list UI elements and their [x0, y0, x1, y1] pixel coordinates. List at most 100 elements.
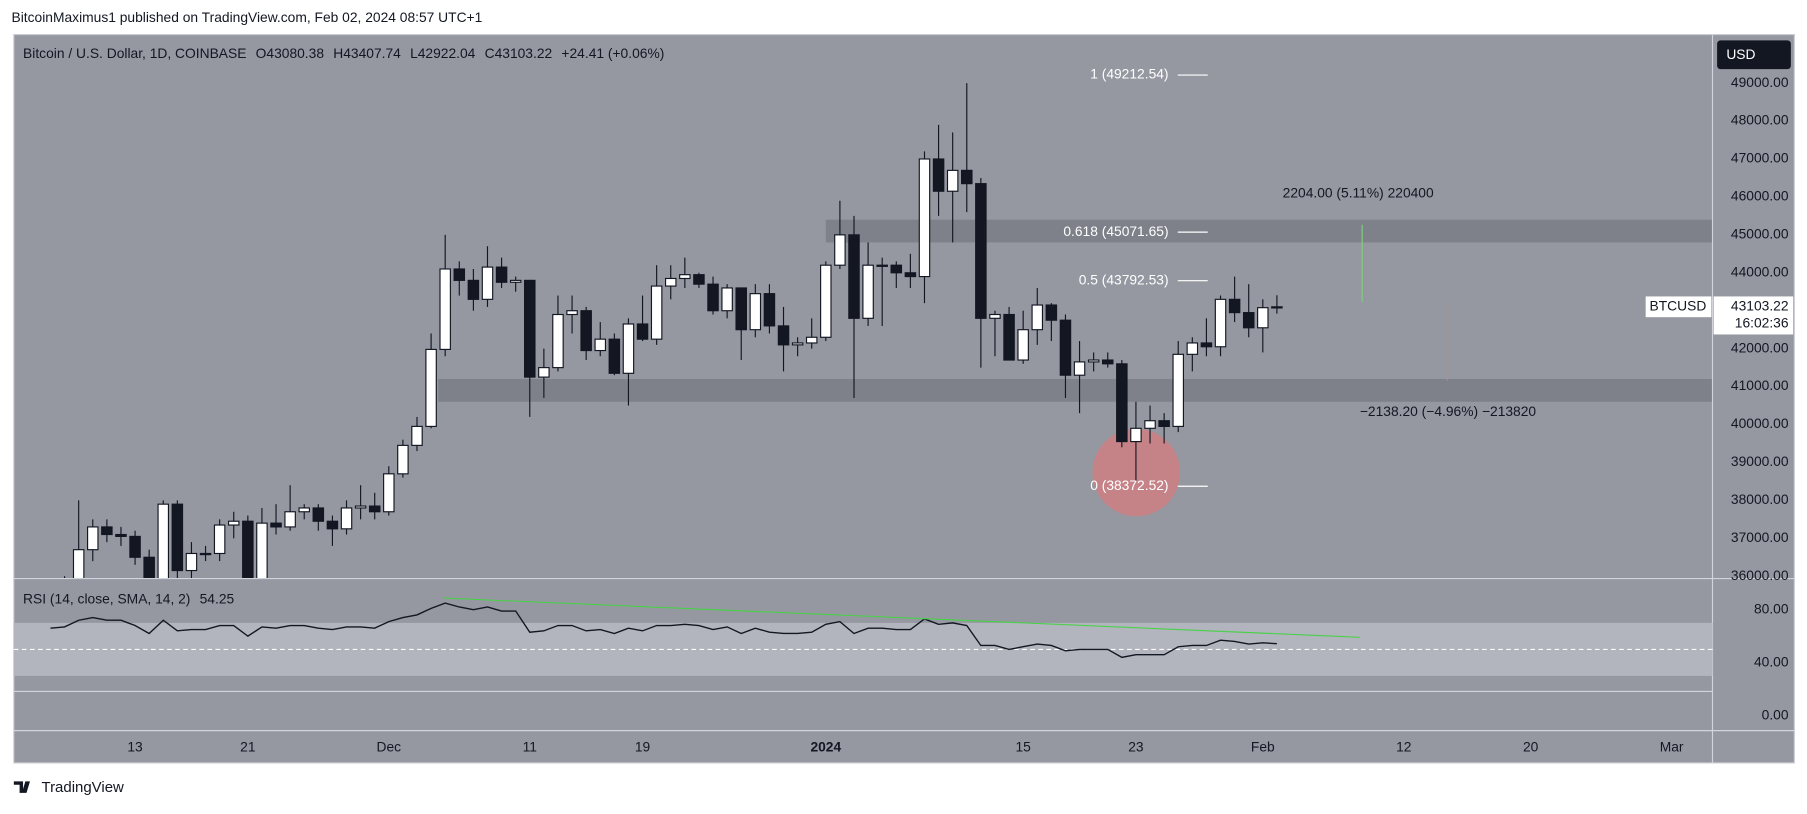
y-tick-label: 44000.00	[1731, 263, 1789, 279]
x-tick-label: Feb	[1251, 739, 1275, 755]
fib-label: 0 (38372.52)	[1090, 477, 1168, 493]
y-tick-label: 41000.00	[1731, 377, 1789, 393]
candle-body	[820, 264, 832, 338]
candle-body	[1228, 298, 1241, 314]
candle-body	[383, 473, 395, 513]
chart-title: Bitcoin / U.S. Dollar, 1D, COINBASE	[23, 45, 246, 61]
x-tick-label: 13	[127, 739, 143, 755]
candle-body	[270, 522, 282, 528]
candle-body	[143, 556, 155, 579]
price-label: 43103.22	[1731, 297, 1789, 313]
candle-body	[975, 183, 987, 319]
rsi-tick-label: 40.00	[1754, 653, 1789, 669]
candle-body	[1045, 304, 1058, 321]
x-tick-label: 20	[1523, 739, 1539, 755]
candle-body	[1186, 342, 1199, 355]
fib-label: 0.618 (45071.65)	[1063, 223, 1168, 239]
candle-body	[157, 503, 170, 579]
x-tick-label: 15	[1015, 739, 1031, 755]
candle-body	[439, 268, 451, 350]
candle-body	[101, 526, 113, 536]
candle-body	[1031, 304, 1044, 331]
candle-body	[538, 367, 550, 378]
candle-body	[185, 552, 198, 572]
rsi-name: RSI (14, close, SMA, 14, 2)	[23, 590, 190, 606]
candle-body	[509, 279, 522, 283]
candle-body	[284, 511, 296, 528]
candle-body	[777, 325, 790, 346]
candle-body	[453, 268, 466, 281]
y-tick-label: 45000.00	[1731, 226, 1789, 242]
candle-body	[693, 274, 705, 285]
measure-label: −2138.20 (−4.96%) −213820	[1360, 403, 1537, 419]
rsi-value: 54.25	[200, 590, 235, 606]
countdown-label: 16:02:36	[1735, 315, 1789, 331]
candle-body	[213, 524, 226, 555]
ohlc-value: 43407.74	[343, 45, 401, 61]
logo-text: TradingView	[41, 779, 124, 796]
x-tick-label: Dec	[377, 739, 402, 755]
candle-body	[1158, 420, 1170, 427]
candle-body	[171, 503, 184, 572]
currency-label: USD	[1726, 46, 1755, 62]
candle-body	[1116, 363, 1128, 443]
candle-body	[87, 526, 99, 551]
candle-body	[1257, 307, 1269, 329]
candle-body	[1214, 298, 1227, 348]
y-tick-label: 38000.00	[1731, 491, 1789, 507]
candle-body	[848, 234, 860, 319]
y-tick-label: 49000.00	[1731, 74, 1789, 90]
candle-body	[340, 507, 353, 530]
candle-body	[298, 507, 310, 513]
candle-body	[425, 348, 437, 427]
zone	[438, 378, 1713, 402]
candle-body	[918, 158, 931, 278]
candle-body	[72, 549, 85, 579]
candle-body	[467, 279, 480, 300]
candle-body	[1101, 359, 1114, 365]
rsi-header: RSI (14, close, SMA, 14, 2) 54.25	[23, 590, 234, 606]
candle-body	[805, 336, 818, 344]
x-tick-label: 11	[523, 739, 537, 755]
ohlc-key: C	[485, 45, 495, 61]
candle-body	[1172, 353, 1184, 427]
candle-body	[890, 264, 903, 274]
candle-body	[594, 338, 607, 352]
candle-body	[354, 505, 367, 509]
y-tick-label: 48000.00	[1731, 112, 1789, 128]
ohlc-value: 42922.04	[418, 45, 476, 61]
candle-body	[368, 505, 381, 513]
candle-body	[650, 285, 663, 340]
candle-body	[735, 287, 747, 331]
y-tick-label: 40000.00	[1731, 415, 1789, 431]
candle-body	[1087, 359, 1100, 363]
zone	[825, 219, 1713, 243]
candle-body	[312, 507, 325, 522]
candle-body	[1200, 342, 1213, 348]
candle-body	[636, 323, 649, 340]
rsi-tick-label: 0.00	[1762, 706, 1789, 722]
symbol-box	[1645, 296, 1712, 318]
candle-body	[961, 169, 973, 185]
candle-body	[834, 234, 846, 266]
x-tick-label: 2024	[810, 739, 841, 755]
candle-body	[608, 338, 621, 374]
y-tick-label: 46000.00	[1731, 188, 1789, 204]
candle-body	[721, 287, 733, 312]
candle-body	[876, 264, 888, 267]
rsi-line	[50, 602, 1277, 659]
candle-body	[1059, 319, 1072, 376]
fib-label: 0.5 (43792.53)	[1079, 271, 1169, 287]
y-tick-label: 42000.00	[1731, 339, 1789, 355]
x-tick-label: Mar	[1660, 739, 1684, 755]
candle-body	[129, 535, 141, 558]
candle-body	[227, 520, 240, 526]
candle-body	[1130, 427, 1142, 443]
ohlc-key: O	[256, 45, 267, 61]
candle-body	[1271, 306, 1283, 309]
currency-button[interactable]	[1717, 40, 1791, 70]
candle-body	[791, 342, 804, 346]
candle-body	[664, 277, 677, 287]
candle-body	[1144, 420, 1156, 429]
candles	[64, 83, 1283, 579]
